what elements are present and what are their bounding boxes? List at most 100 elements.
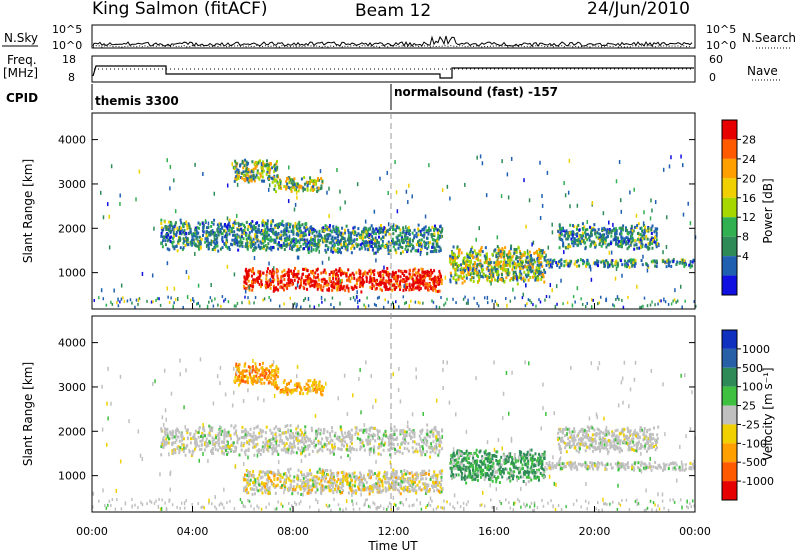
power-cell-470 <box>285 187 288 191</box>
power-cell-1988 <box>411 275 414 279</box>
vel-cell-446 <box>302 392 305 396</box>
power-cell-3914 <box>172 304 175 309</box>
power-cell-685 <box>300 231 303 235</box>
power-cell-3071 <box>539 256 542 260</box>
power-cell-937 <box>213 245 216 249</box>
vel-cell-395 <box>307 383 310 387</box>
power-cell-459 <box>317 176 320 180</box>
power-cell-1102 <box>303 226 306 230</box>
vel-cell-651 <box>304 425 307 429</box>
vel-cell-576 <box>426 428 429 432</box>
power-cell-3705 <box>591 228 594 232</box>
power-cell-1714 <box>340 243 343 247</box>
power-cell-1103 <box>176 226 179 230</box>
power-cell-2708 <box>481 268 484 272</box>
power-cell-2824 <box>480 274 483 278</box>
power-cell-2721 <box>469 261 472 265</box>
power-cell-1628 <box>405 244 408 248</box>
power-cell-2604 <box>460 263 463 267</box>
power-cell-2513 <box>259 272 262 276</box>
power-cell-3034 <box>520 255 523 259</box>
power-cell-2124 <box>363 270 366 274</box>
power-cell-2542 <box>270 282 273 286</box>
power-cell-3961 <box>272 230 274 235</box>
power-cell-3805 <box>682 163 684 168</box>
vel-cell-297 <box>242 379 245 383</box>
power-cell-2701 <box>457 277 460 281</box>
vel-cell-88 <box>355 502 358 506</box>
power-cell-1128 <box>283 231 286 235</box>
power-cell-2220 <box>245 282 248 286</box>
power-cell-105 <box>417 300 420 304</box>
power-cell-2216 <box>378 284 381 288</box>
power-cell-1327 <box>362 232 365 236</box>
power-cell-351 <box>244 178 247 182</box>
power-cell-710 <box>268 246 271 250</box>
power-cell-3512 <box>609 242 612 246</box>
vel-cell-454 <box>281 390 284 394</box>
power-cell-3641 <box>610 234 613 238</box>
power-cell-19 <box>146 299 148 303</box>
power-cell-2854 <box>473 272 476 276</box>
power-cell-3810 <box>475 237 477 242</box>
power-cell-3557 <box>654 241 657 245</box>
vel-cell-131 <box>452 505 454 509</box>
power-cell-1208 <box>378 235 381 239</box>
power-cell-103 <box>410 299 412 303</box>
power-cell-3286 <box>583 260 586 264</box>
power-cell-317 <box>267 175 270 179</box>
power-cell-2912 <box>506 255 509 259</box>
vel-cell-824 <box>333 445 336 449</box>
power-cell-3685 <box>581 231 584 235</box>
vel-cell-138 <box>479 503 481 507</box>
power-cell-3875 <box>296 255 299 260</box>
power-cell-1788 <box>316 234 319 238</box>
vel-cell-385 <box>306 391 309 395</box>
power-cell-2655 <box>524 258 527 262</box>
power-cell-1556 <box>308 232 311 236</box>
power-cell-1368 <box>374 251 377 255</box>
power-cell-2294 <box>328 272 331 276</box>
power-cell-412 <box>290 189 293 193</box>
power-cell-2807 <box>522 253 525 257</box>
power-cell-1021 <box>241 222 244 226</box>
power-cell-2749 <box>537 272 540 276</box>
vel-cell-943 <box>355 430 358 434</box>
power-cell-3050 <box>515 248 518 252</box>
power-cell-3578 <box>617 238 620 242</box>
power-cell-2288 <box>277 288 280 292</box>
power-cell-3297 <box>600 260 603 264</box>
vel-cell-300 <box>263 369 266 373</box>
power-cell-3958 <box>287 165 290 170</box>
power-cell-2159 <box>396 282 399 286</box>
power-cell-2462 <box>386 279 389 283</box>
vel-cell-672 <box>404 440 407 444</box>
power-cell-462 <box>310 179 313 183</box>
power-cell-88 <box>373 302 376 306</box>
power-cell-1149 <box>262 229 265 233</box>
power-cell-2363 <box>407 277 410 281</box>
power-cell-2665 <box>471 276 474 280</box>
vel-cell-359 <box>262 371 265 375</box>
vel-cell-33 <box>191 502 193 506</box>
power-cell-2250 <box>290 271 293 275</box>
vel-cell-158 <box>529 505 531 509</box>
power-cell-324 <box>257 176 260 180</box>
power-cell-3677 <box>600 237 603 241</box>
power-cell-1814 <box>410 249 413 253</box>
power-cell-1681 <box>350 233 353 237</box>
power-cell-3138 <box>565 263 568 267</box>
power-cell-57 <box>262 298 264 302</box>
power-cell-3164 <box>592 261 595 265</box>
power-cell-3596 <box>601 240 604 244</box>
power-cell-2386 <box>392 275 395 279</box>
power-cell-3200 <box>678 261 681 265</box>
power-cell-3075 <box>540 263 543 267</box>
vel-cell-29 <box>179 506 181 510</box>
power-cell-3252 <box>568 260 571 264</box>
power-cell-2728 <box>527 259 530 263</box>
power-cell-3197 <box>676 260 679 264</box>
power-cell-3570 <box>654 235 657 239</box>
power-cell-1718 <box>394 229 397 233</box>
vel-cell-668 <box>376 428 379 432</box>
